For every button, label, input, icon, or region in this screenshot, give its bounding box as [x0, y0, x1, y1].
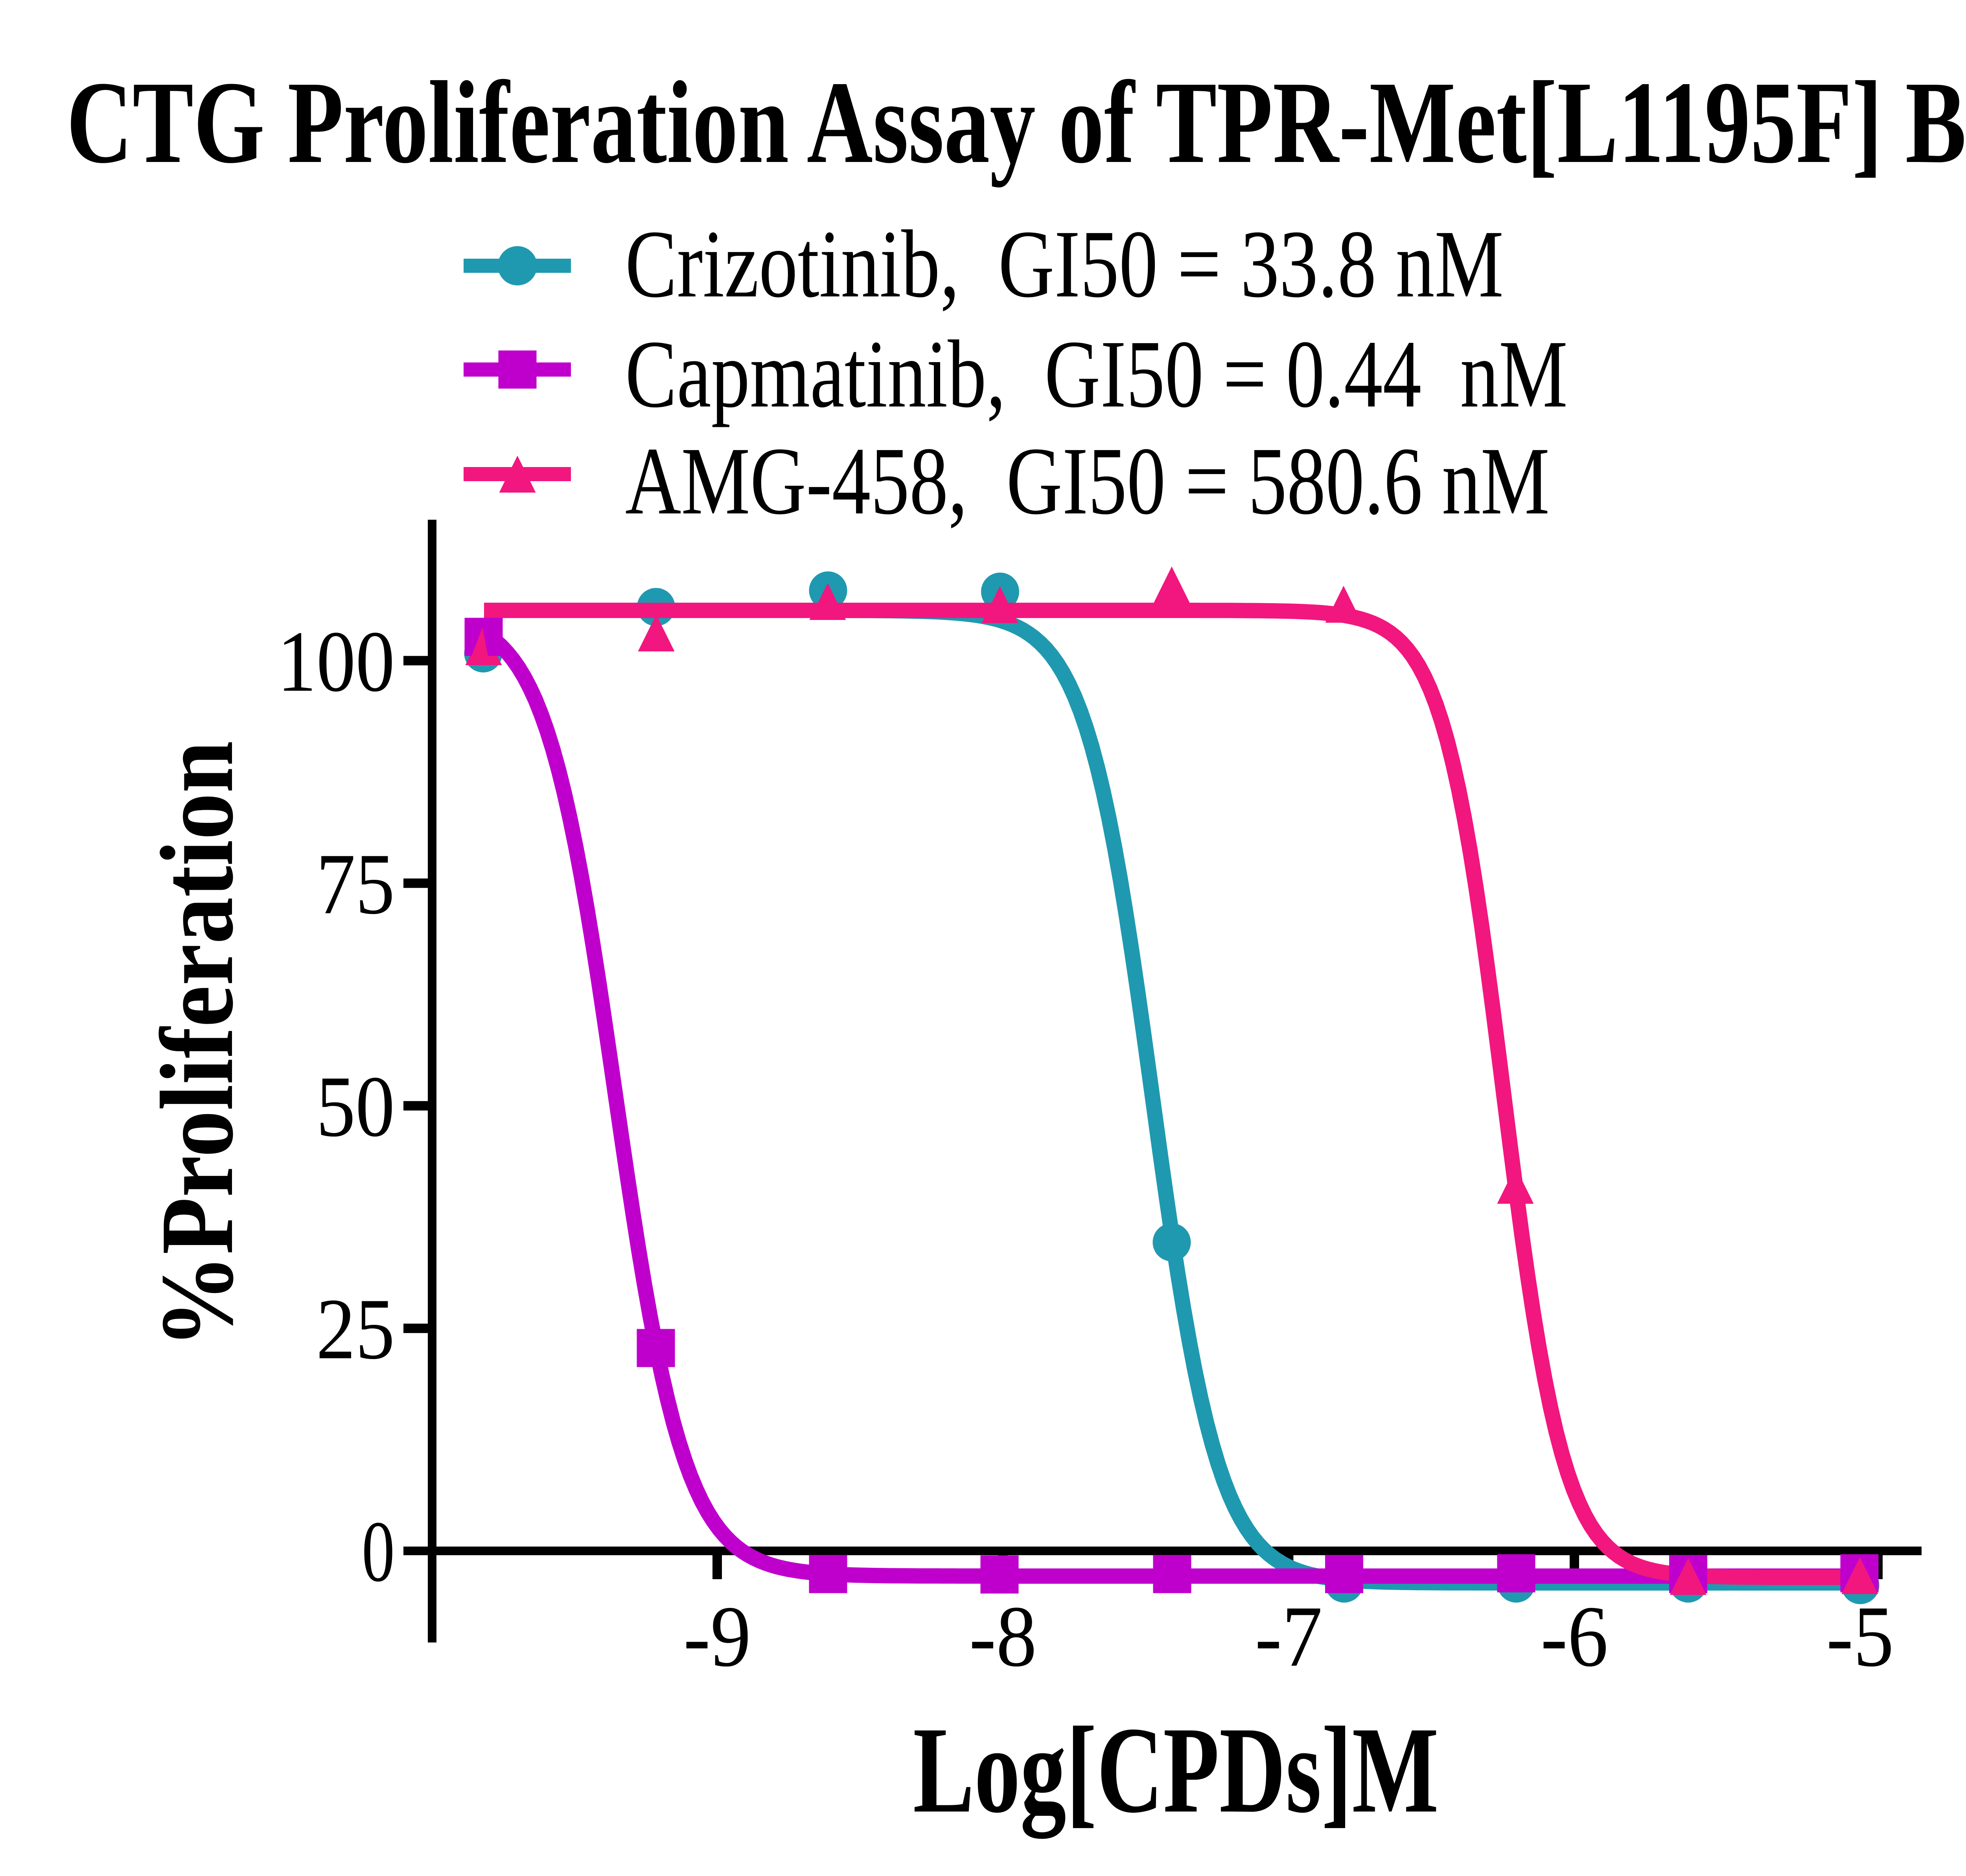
svg-text:AMG-458, GI50 = 580.6 nM: AMG-458, GI50 = 580.6 nM	[625, 428, 1550, 535]
svg-text:25: 25	[316, 1281, 395, 1378]
svg-text:0: 0	[362, 1503, 395, 1600]
svg-text:-9: -9	[683, 1588, 751, 1685]
svg-text:100: 100	[277, 613, 395, 710]
svg-text:CTG Proliferation Assay of TPR: CTG Proliferation Assay of TPR-Met[L1195…	[66, 57, 1966, 188]
svg-text:%Proliferation: %Proliferation	[140, 741, 255, 1348]
svg-text:-6: -6	[1541, 1588, 1608, 1685]
svg-text:-8: -8	[969, 1588, 1037, 1685]
svg-text:-5: -5	[1826, 1588, 1894, 1685]
svg-text:Capmatinib, GI50 = 0.44 nM: Capmatinib, GI50 = 0.44 nM	[625, 321, 1568, 428]
svg-text:Log[CPDs]M: Log[CPDs]M	[913, 1701, 1439, 1841]
svg-text:50: 50	[316, 1058, 395, 1155]
svg-text:Crizotinib, GI50 = 33.8 nM: Crizotinib, GI50 = 33.8 nM	[625, 211, 1504, 318]
svg-text:-7: -7	[1255, 1588, 1322, 1685]
svg-text:75: 75	[316, 836, 395, 932]
